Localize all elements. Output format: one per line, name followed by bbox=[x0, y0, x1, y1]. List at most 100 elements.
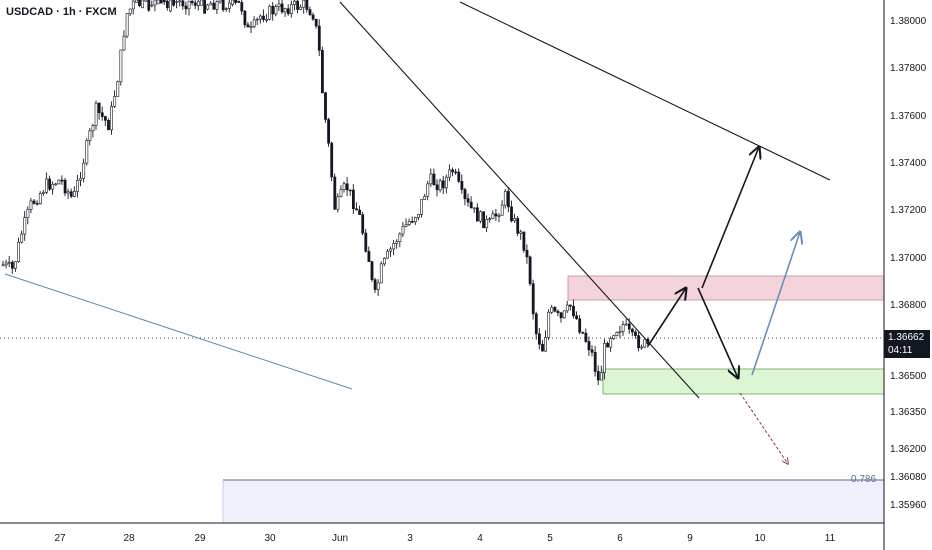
candle-bearish bbox=[246, 24, 250, 28]
candle-bearish bbox=[634, 331, 637, 336]
candle-bearish bbox=[457, 171, 461, 182]
symbol-title[interactable]: USDCAD · 1h · FXCM bbox=[6, 6, 117, 18]
candle-bearish bbox=[212, 2, 216, 10]
y-tick-label: 1.37600 bbox=[890, 111, 927, 122]
candle-bearish bbox=[510, 206, 513, 222]
candle-bearish bbox=[330, 142, 334, 178]
candle-bearish bbox=[361, 214, 365, 234]
candle-bullish bbox=[420, 199, 424, 215]
candle-bullish bbox=[45, 178, 48, 193]
candle-bearish bbox=[441, 180, 445, 189]
x-tick-label: 30 bbox=[264, 533, 276, 544]
x-tick-label: 27 bbox=[54, 533, 66, 544]
y-tick-label: 1.37400 bbox=[890, 158, 927, 169]
candle-bearish bbox=[475, 207, 479, 222]
candle-bullish bbox=[178, 0, 182, 3]
x-tick-label: 28 bbox=[123, 533, 135, 544]
candle-bearish bbox=[314, 18, 318, 27]
candle-bearish bbox=[333, 176, 337, 210]
x-tick-label: 9 bbox=[687, 533, 693, 544]
support-zone bbox=[602, 368, 885, 395]
candle-bullish bbox=[258, 15, 262, 20]
candle-bearish bbox=[596, 371, 600, 381]
candle-bullish bbox=[82, 162, 86, 179]
candle-bullish bbox=[7, 261, 11, 264]
candle-bullish bbox=[640, 346, 644, 349]
x-tick-label: 11 bbox=[825, 533, 836, 544]
candle-bearish bbox=[11, 261, 14, 269]
candle-bearish bbox=[162, 0, 166, 3]
candle-bullish bbox=[612, 335, 616, 339]
candle-bullish bbox=[153, 0, 157, 6]
candle-bullish bbox=[4, 262, 8, 266]
candle-bullish bbox=[283, 8, 287, 13]
candle-bullish bbox=[135, 0, 138, 3]
candle-bullish bbox=[169, 0, 172, 12]
candle-bullish bbox=[51, 183, 55, 190]
candle-bearish bbox=[327, 119, 331, 144]
candle-bullish bbox=[485, 219, 489, 229]
x-tick-label: 4 bbox=[477, 533, 483, 544]
candle-bearish bbox=[193, 2, 197, 6]
candle-bearish bbox=[181, 0, 185, 7]
candle-bearish bbox=[432, 173, 436, 186]
candle-bearish bbox=[166, 0, 169, 8]
candle-bearish bbox=[572, 305, 575, 317]
candle-bearish bbox=[317, 25, 321, 51]
candle-bullish bbox=[141, 0, 145, 9]
candle-bullish bbox=[66, 191, 70, 194]
candle-bullish bbox=[144, 0, 148, 2]
candle-bullish bbox=[565, 304, 569, 312]
candle-bearish bbox=[262, 15, 265, 20]
candle-bearish bbox=[370, 261, 374, 280]
candle-bullish bbox=[215, 1, 219, 10]
candle-bearish bbox=[606, 343, 610, 348]
candle-bullish bbox=[472, 207, 476, 210]
candle-bearish bbox=[311, 14, 315, 20]
candle-bearish bbox=[482, 211, 486, 229]
y-tick-label: 1.36500 bbox=[890, 371, 927, 382]
trendline-upper bbox=[459, 1, 831, 181]
x-tick-label: 3 bbox=[407, 533, 413, 544]
candle-bullish bbox=[293, 0, 296, 5]
y-tick-label: 1.36350 bbox=[890, 407, 927, 418]
candle-bullish bbox=[603, 343, 606, 373]
trendline-descending bbox=[339, 1, 700, 399]
y-tick-label: 1.37200 bbox=[890, 205, 927, 216]
candle-bullish bbox=[491, 213, 495, 219]
candle-bullish bbox=[249, 26, 253, 28]
candle-bearish bbox=[35, 203, 39, 205]
candle-bullish bbox=[91, 125, 95, 132]
candle-bullish bbox=[175, 1, 179, 3]
y-tick-label: 1.35960 bbox=[890, 500, 927, 511]
x-tick-label: 6 bbox=[617, 533, 623, 544]
candle-bullish bbox=[417, 213, 420, 218]
candle-bearish bbox=[522, 231, 526, 251]
trendline-lower-left bbox=[4, 273, 353, 390]
candle-bullish bbox=[209, 2, 213, 6]
candle-bearish bbox=[494, 213, 498, 217]
candle-bullish bbox=[73, 191, 76, 197]
time-scale: 27 28 29 30 Jun 3 4 5 6 9 10 11 bbox=[54, 533, 835, 544]
candle-bullish bbox=[376, 282, 380, 290]
price-scale: 1.38000 1.37800 1.37600 1.37400 1.37200 1.370… bbox=[890, 16, 927, 511]
candle-bearish bbox=[568, 304, 572, 307]
candle-bearish bbox=[190, 0, 194, 4]
candle-bearish bbox=[541, 343, 544, 352]
candle-bullish bbox=[544, 337, 548, 352]
candle-bearish bbox=[355, 208, 358, 211]
candle-bearish bbox=[69, 191, 73, 197]
projection-up-to-trendline bbox=[701, 147, 759, 289]
candle-bullish bbox=[116, 81, 120, 97]
candle-bearish bbox=[410, 221, 414, 223]
candle-bearish bbox=[280, 3, 284, 13]
candle-bullish bbox=[252, 19, 256, 27]
candle-bearish bbox=[221, 0, 225, 10]
candle-bearish bbox=[466, 198, 470, 203]
candle-bullish bbox=[519, 231, 523, 234]
fib-zone bbox=[223, 480, 884, 523]
candle-bullish bbox=[255, 18, 259, 21]
candle-bearish bbox=[556, 310, 560, 314]
candle-bearish bbox=[147, 0, 151, 11]
candle-bullish bbox=[395, 241, 399, 244]
